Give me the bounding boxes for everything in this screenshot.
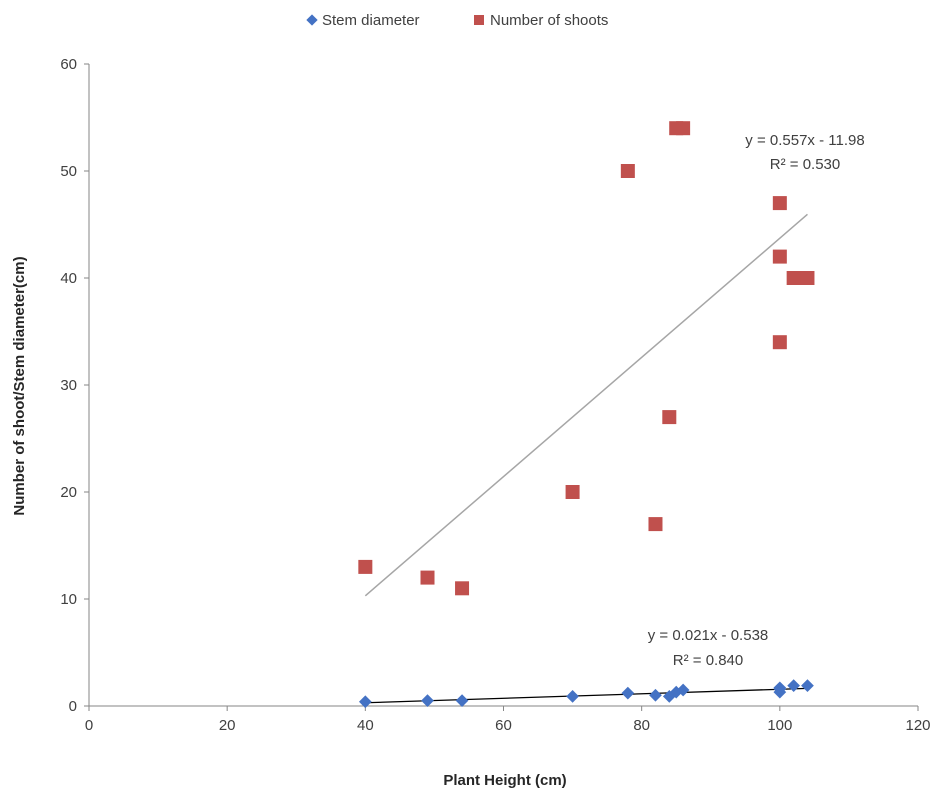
y-tick-label: 50 [60, 163, 77, 180]
x-tick-label: 120 [905, 717, 930, 734]
shoots-equation: y = 0.557x - 11.98 [745, 132, 864, 149]
y-tick-label: 30 [60, 377, 77, 394]
stem-diameter-point [649, 688, 662, 702]
stem-diameter-point [787, 679, 801, 693]
stem-diameter-point [801, 679, 814, 693]
legend-label-number-of-shoots: Number of shoots [490, 12, 608, 29]
y-tick-label: 40 [60, 270, 77, 287]
stem-diameter-point [566, 690, 579, 703]
number-of-shoots-point [772, 196, 787, 211]
number-of-shoots-point [772, 335, 787, 350]
stem-diameter-point [421, 694, 434, 708]
shoots-r2: R² = 0.530 [770, 156, 840, 173]
stem-r2: R² = 0.840 [673, 652, 743, 669]
number-of-shoots-point [620, 164, 635, 178]
y-tick-label: 20 [60, 484, 77, 501]
number-of-shoots-point [565, 485, 580, 499]
legend-label-stem-diameter: Stem diameter [322, 12, 420, 29]
legend-item-number-of-shoots: Number of shoots [474, 12, 608, 29]
stem-equation: y = 0.021x - 0.538 [648, 627, 769, 644]
y-ticks: 0 10 20 30 40 50 60 [60, 56, 89, 715]
x-tick-label: 40 [357, 717, 374, 734]
number-of-shoots-point [800, 271, 815, 285]
number-of-shoots-point [455, 581, 470, 596]
stem-trendline-label: y = 0.021x - 0.538 R² = 0.840 [648, 627, 769, 669]
x-tick-label: 80 [633, 717, 650, 734]
stem-diameter-point [455, 694, 469, 708]
shoots-trendline-label: y = 0.557x - 11.98 R² = 0.530 [745, 132, 864, 173]
number-of-shoots-point [786, 271, 801, 285]
x-tick-label: 60 [495, 717, 512, 734]
x-tick-label: 0 [85, 717, 93, 734]
trendlines [364, 213, 808, 704]
y-tick-label: 60 [60, 56, 77, 73]
x-tick-label: 20 [219, 717, 236, 734]
y-tick-label: 0 [69, 698, 77, 715]
x-axis-title: Plant Height (cm) [443, 772, 566, 789]
number-of-shoots-point [648, 517, 663, 532]
number-of-shoots-point [676, 121, 691, 136]
stem-diameter-point [621, 686, 635, 700]
number-of-shoots-point [772, 249, 787, 264]
legend-item-stem-diameter: Stem diameter [306, 12, 420, 29]
x-tick-label: 100 [767, 717, 792, 734]
number-of-shoots-point [662, 410, 677, 425]
legend-marker-number-of-shoots [474, 15, 484, 25]
number-of-shoots-point [420, 570, 435, 585]
stem-diameter-trendline [365, 687, 808, 704]
x-ticks: 0 20 40 60 80 100 120 [85, 706, 931, 734]
y-axis-title: Number of shoot/Stem diameter(cm) [11, 256, 28, 515]
legend-marker-stem-diameter [306, 14, 318, 26]
axes: 0 20 40 60 80 100 120 0 10 20 30 40 50 60 [60, 56, 930, 734]
number-of-shoots-trendline [364, 213, 808, 597]
y-tick-label: 10 [60, 591, 77, 608]
number-of-shoots-point [358, 559, 373, 574]
legend: Stem diameter Number of shoots [306, 12, 608, 29]
data-points [358, 121, 815, 709]
